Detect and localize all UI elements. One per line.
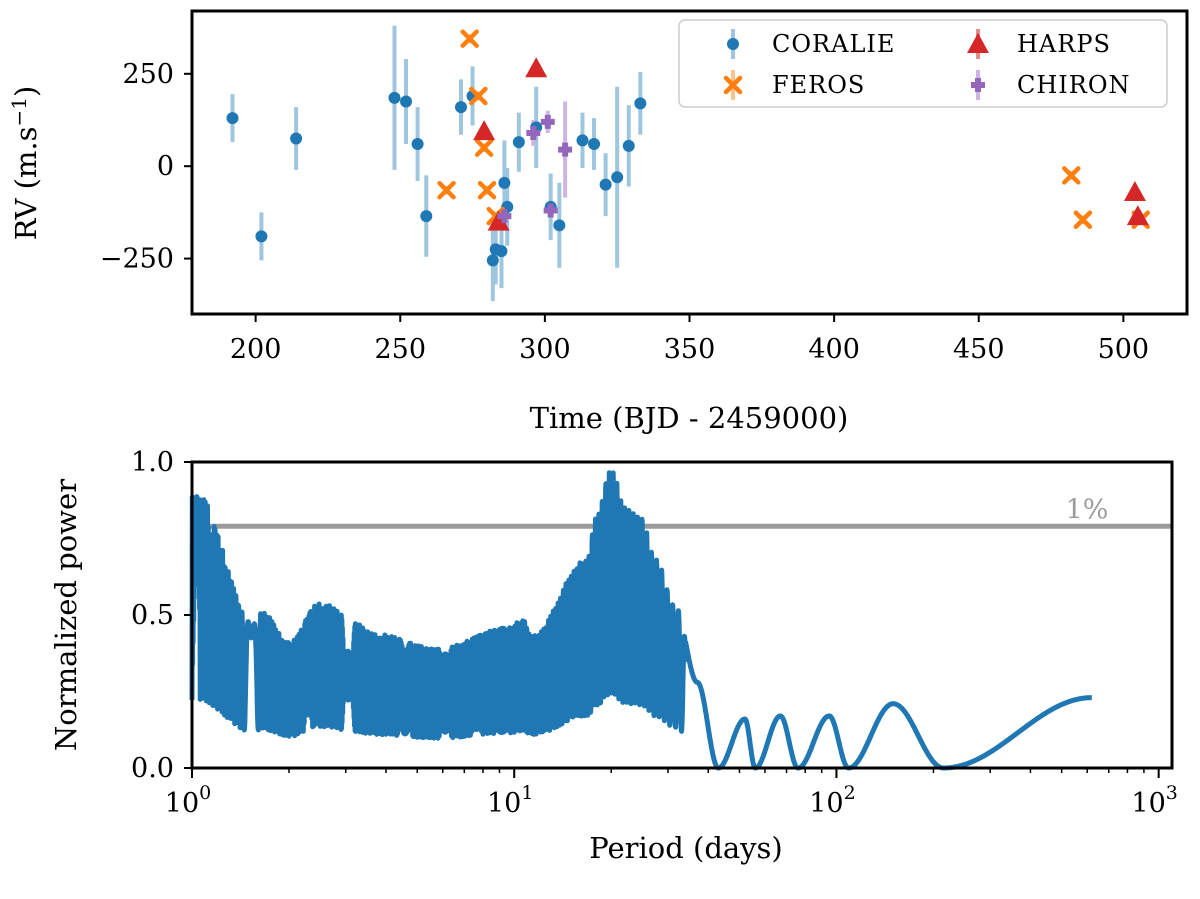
fap-threshold-label: 1% (1066, 494, 1109, 525)
periodogram-panel: 1% 100 101 102 103 0.00.51.0 Period (days) … (49, 447, 1178, 865)
rv-panel: 200 250 300 350 400 450 500 −250 0 250 Time (BJD… (7, 9, 1189, 435)
legend-entry-coralie: CORALIE (727, 29, 895, 59)
chiron-point (540, 114, 555, 129)
rv-y-tick-label: −250 (100, 244, 174, 275)
rv-x-axis-title: Time (BJD - 2459000) (530, 401, 849, 435)
harps-point (473, 120, 496, 141)
periodogram-y-tick-label: 1.0 (131, 447, 174, 478)
rv-y-axis-title-unit-exponent: −1 (7, 97, 31, 126)
periodogram-x-ticks: 100 101 102 103 (165, 768, 1178, 819)
coralie-point (611, 171, 624, 184)
coralie-point (576, 134, 589, 147)
chiron-point (543, 203, 558, 218)
coralie-point (512, 136, 525, 149)
rv-y-tick-label: 0 (157, 151, 174, 182)
rv-x-tick-label: 350 (664, 334, 716, 365)
periodogram-x-tick-label: 103 (1131, 782, 1177, 819)
coralie-point (290, 132, 303, 145)
legend-coralie-label: CORALIE (772, 30, 895, 58)
legend-harps-marker (967, 33, 989, 53)
chiron-point (526, 125, 541, 140)
periodogram-y-axis-title: Normalized power (49, 479, 83, 751)
feros-point (474, 138, 494, 157)
coralie-point (400, 95, 413, 108)
harps-point (1123, 181, 1146, 202)
rv-x-tick-label: 400 (808, 334, 860, 365)
coralie-point (495, 245, 508, 258)
rv-legend: CORALIE FEROS HARPS CHIRON (678, 19, 1168, 108)
legend-chiron-label: CHIRON (1017, 71, 1131, 99)
legend-entry-feros: FEROS (723, 70, 865, 100)
rv-x-tick-label: 250 (374, 334, 426, 365)
coralie-point (226, 112, 239, 125)
rv-markers (226, 29, 1150, 267)
legend-entry-chiron: CHIRON (971, 70, 1131, 100)
coralie-point (599, 178, 612, 191)
periodogram-curve (189, 470, 1094, 771)
rv-x-tick-label: 200 (230, 334, 282, 365)
rv-y-tick-label: 250 (122, 59, 174, 90)
feros-point (437, 180, 456, 200)
coralie-point (454, 101, 467, 114)
rv-x-tick-label: 450 (953, 334, 1005, 365)
coralie-point (255, 230, 268, 243)
rv-y-ticks: −250 0 250 (100, 59, 192, 275)
coralie-point (498, 176, 511, 189)
feros-point (469, 86, 488, 106)
legend-chiron-marker (971, 78, 985, 92)
periodogram-x-tick-label: 101 (487, 782, 533, 819)
periodogram-y-tick-label: 0.5 (131, 600, 174, 631)
periodogram-y-ticks: 0.0 0.5 1.0 (131, 447, 192, 784)
legend-entry-harps: HARPS (967, 29, 1111, 59)
periodogram-x-axis-title: Period (days) (589, 831, 783, 865)
harps-point (525, 57, 548, 78)
feros-point (1073, 210, 1093, 230)
legend-feros-label: FEROS (772, 71, 865, 99)
rv-y-axis-title: RV (m.s−1) (7, 86, 43, 241)
periodogram-x-tick-label: 100 (165, 782, 211, 819)
feros-point (460, 29, 479, 48)
coralie-point (411, 138, 424, 151)
legend-harps-label: HARPS (1017, 30, 1111, 58)
rv-y-axis-title-close: ) (9, 86, 43, 97)
coralie-point (588, 138, 601, 151)
coralie-point (553, 219, 566, 232)
rv-x-ticks: 200 250 300 350 400 450 500 (230, 314, 1149, 365)
harps-point (1126, 205, 1149, 226)
feros-point (1062, 166, 1081, 185)
periodogram-y-tick-label: 0.0 (131, 753, 174, 784)
rv-x-tick-label: 300 (519, 334, 571, 365)
legend-feros-marker (723, 75, 743, 95)
coralie-point (486, 254, 499, 267)
rv-y-axis-title-main: RV (m.s (9, 126, 43, 240)
periodogram-x-tick-label: 102 (809, 782, 855, 819)
coralie-point (420, 210, 433, 223)
feros-point (477, 180, 497, 200)
coralie-point (634, 97, 647, 110)
legend-box (678, 19, 1168, 108)
coralie-point (622, 139, 635, 152)
legend-coralie-marker (727, 38, 739, 50)
harps-point (487, 210, 510, 231)
chiron-point (497, 209, 512, 224)
chiron-point (558, 142, 573, 157)
coralie-point (388, 91, 401, 104)
rv-x-tick-label: 500 (1098, 334, 1150, 365)
